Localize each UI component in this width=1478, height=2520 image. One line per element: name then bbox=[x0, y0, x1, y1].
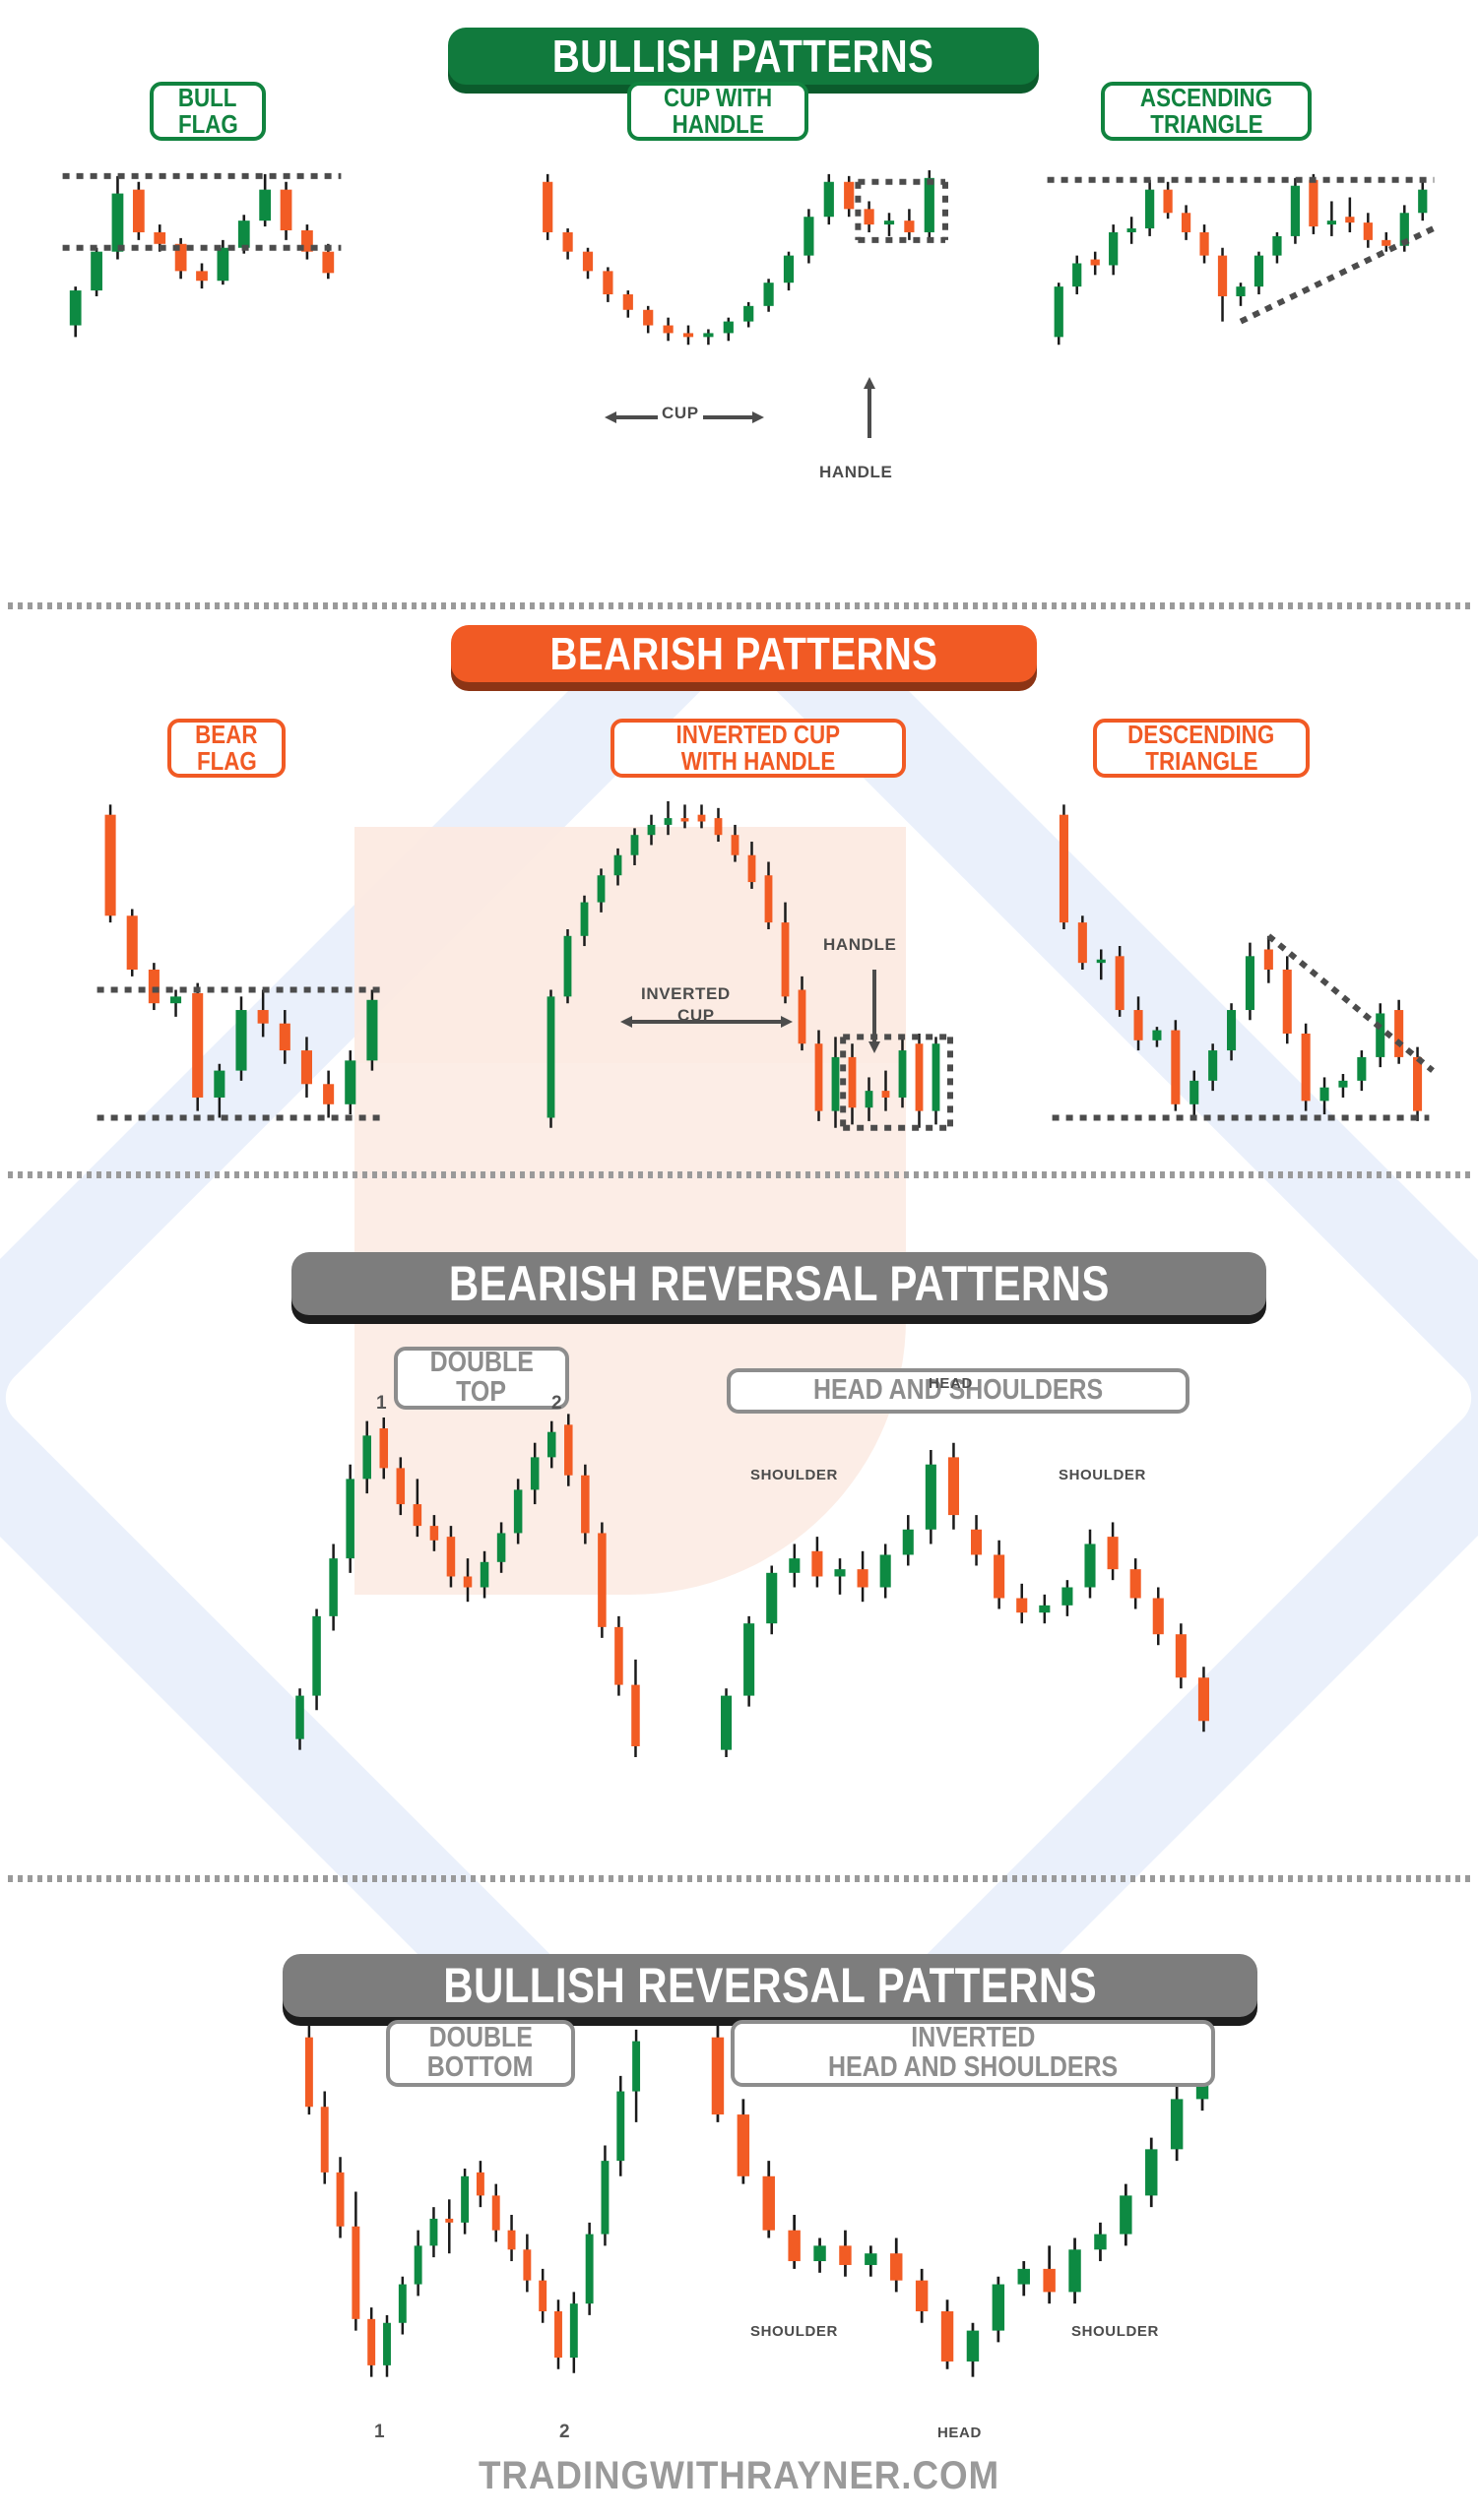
label-double-top-peak-2: 2 bbox=[551, 1393, 562, 1414]
chip-ascending-triangle: ASCENDING TRIANGLE bbox=[1101, 82, 1312, 141]
label-hs-shoulder-right: SHOULDER bbox=[1059, 1467, 1146, 1483]
chart-inverted-cup-with-handle bbox=[537, 797, 953, 1142]
chip-cup-with-handle-line1: CUP WITH bbox=[663, 83, 773, 113]
banner-bearish-reversal-patterns: BEARISH REVERSAL PATTERNS bbox=[291, 1252, 1266, 1315]
chip-inverted-cup-line2: WITH HANDLE bbox=[680, 746, 836, 776]
chip-bull-flag: BULL FLAG bbox=[150, 82, 266, 141]
ascending-triangle-candles bbox=[1047, 173, 1436, 346]
chip-double-top-line2: TOP bbox=[456, 1376, 507, 1408]
chip-bear-flag: BEAR FLAG bbox=[167, 719, 286, 778]
chart-double-top bbox=[286, 1403, 650, 1772]
chip-descending-triangle-line2: TRIANGLE bbox=[1144, 746, 1258, 776]
bear-flag-candles bbox=[96, 804, 386, 1121]
bull-flag-candles bbox=[62, 172, 342, 338]
arrow-bar bbox=[872, 970, 876, 1042]
label-ihs-shoulder-right: SHOULDER bbox=[1071, 2323, 1159, 2340]
chip-descending-triangle: DESCENDING TRIANGLE bbox=[1093, 719, 1310, 778]
banner-bullish-patterns: BULLISH PATTERNS bbox=[448, 28, 1039, 85]
banner-bearish-patterns: BEARISH PATTERNS bbox=[451, 625, 1037, 682]
label-double-top-peak-1: 1 bbox=[376, 1393, 387, 1414]
footer-text: TRADINGWITHRAYNER.COM bbox=[478, 2454, 1000, 2497]
chip-ihs-line2: HEAD AND SHOULDERS bbox=[827, 2051, 1119, 2083]
label-double-bottom-trough-1: 1 bbox=[374, 2422, 385, 2442]
handle-pointer-arrow-bearish bbox=[868, 970, 880, 1053]
banner-bullish-patterns-label: BULLISH PATTERNS bbox=[552, 31, 934, 82]
descending-triangle-candles bbox=[1052, 804, 1435, 1121]
chip-double-top-line1: DOUBLE bbox=[429, 1347, 534, 1379]
chip-ascending-triangle-line2: TRIANGLE bbox=[1149, 109, 1263, 139]
arrow-right-icon bbox=[752, 411, 764, 423]
chart-ascending-triangle bbox=[1044, 162, 1438, 364]
chip-double-bottom: DOUBLE BOTTOM bbox=[386, 2020, 575, 2087]
cup-with-handle-candles bbox=[543, 169, 948, 346]
double-bottom-candles bbox=[304, 2025, 641, 2377]
double-top-candles bbox=[295, 1414, 640, 1757]
section-separator-3 bbox=[8, 1875, 1470, 1882]
arrow-right-icon bbox=[781, 1016, 793, 1028]
label-ihs-head: HEAD bbox=[937, 2425, 982, 2441]
chip-inverted-head-and-shoulders: INVERTED HEAD AND SHOULDERS bbox=[731, 2020, 1215, 2087]
chip-cup-with-handle: CUP WITH HANDLE bbox=[627, 82, 808, 141]
chip-double-top: DOUBLE TOP bbox=[394, 1347, 569, 1410]
label-handle: HANDLE bbox=[819, 463, 893, 481]
chart-cup-with-handle bbox=[532, 162, 948, 364]
label-hs-head: HEAD bbox=[929, 1375, 973, 1392]
chip-inverted-cup-with-handle: INVERTED CUP WITH HANDLE bbox=[610, 719, 906, 778]
chip-descending-triangle-line1: DESCENDING bbox=[1127, 720, 1275, 750]
inverted-cup-candles bbox=[546, 801, 953, 1131]
chip-bear-flag-line2: FLAG bbox=[196, 746, 257, 776]
label-cup: CUP bbox=[658, 404, 703, 423]
chart-double-bottom bbox=[295, 2018, 650, 2412]
label-inverted-cup: CUP bbox=[677, 1006, 715, 1025]
arrow-up-icon bbox=[864, 377, 875, 389]
chip-ihs-line1: INVERTED bbox=[910, 2022, 1036, 2054]
chip-inverted-cup-line1: INVERTED CUP bbox=[675, 720, 841, 750]
label-inverted: INVERTED bbox=[641, 984, 731, 1003]
chip-ascending-triangle-line1: ASCENDING bbox=[1139, 83, 1273, 113]
banner-bearish-reversal-label: BEARISH REVERSAL PATTERNS bbox=[448, 1256, 1110, 1311]
banner-bearish-patterns-label: BEARISH PATTERNS bbox=[549, 628, 938, 679]
label-handle-bearish: HANDLE bbox=[823, 935, 897, 954]
chip-cup-with-handle-line2: HANDLE bbox=[672, 109, 764, 139]
chip-bear-flag-line1: BEAR bbox=[195, 720, 258, 750]
section-separator-2 bbox=[8, 1171, 1470, 1178]
handle-pointer-arrow bbox=[864, 377, 875, 438]
chart-inverted-head-and-shoulders bbox=[699, 2018, 1221, 2412]
label-double-bottom-trough-2: 2 bbox=[559, 2422, 570, 2442]
chart-head-and-shoulders bbox=[709, 1403, 1221, 1772]
footer-branding: TRADINGWITHRAYNER.COM bbox=[0, 2454, 1478, 2498]
label-ihs-shoulder-left: SHOULDER bbox=[750, 2323, 838, 2340]
chart-bear-flag bbox=[94, 797, 389, 1142]
ihs-candles bbox=[711, 2025, 1209, 2377]
arrow-down-icon bbox=[868, 1041, 880, 1053]
chart-descending-triangle bbox=[1049, 797, 1435, 1142]
arrow-bar bbox=[868, 388, 871, 438]
chip-bull-flag-line1: BULL bbox=[178, 83, 237, 113]
banner-bullish-reversal-patterns: BULLISH REVERSAL PATTERNS bbox=[283, 1954, 1257, 2017]
chart-bull-flag bbox=[59, 162, 345, 364]
chip-double-bottom-line1: DOUBLE bbox=[428, 2022, 533, 2054]
chip-double-bottom-line2: BOTTOM bbox=[427, 2051, 534, 2083]
section-separator-1 bbox=[8, 602, 1470, 609]
arrow-left-icon bbox=[605, 411, 616, 423]
banner-bullish-reversal-label: BULLISH REVERSAL PATTERNS bbox=[443, 1958, 1097, 2013]
head-and-shoulders-candles bbox=[721, 1442, 1209, 1757]
label-hs-shoulder-left: SHOULDER bbox=[750, 1467, 838, 1483]
chip-bull-flag-line2: FLAG bbox=[177, 109, 238, 139]
